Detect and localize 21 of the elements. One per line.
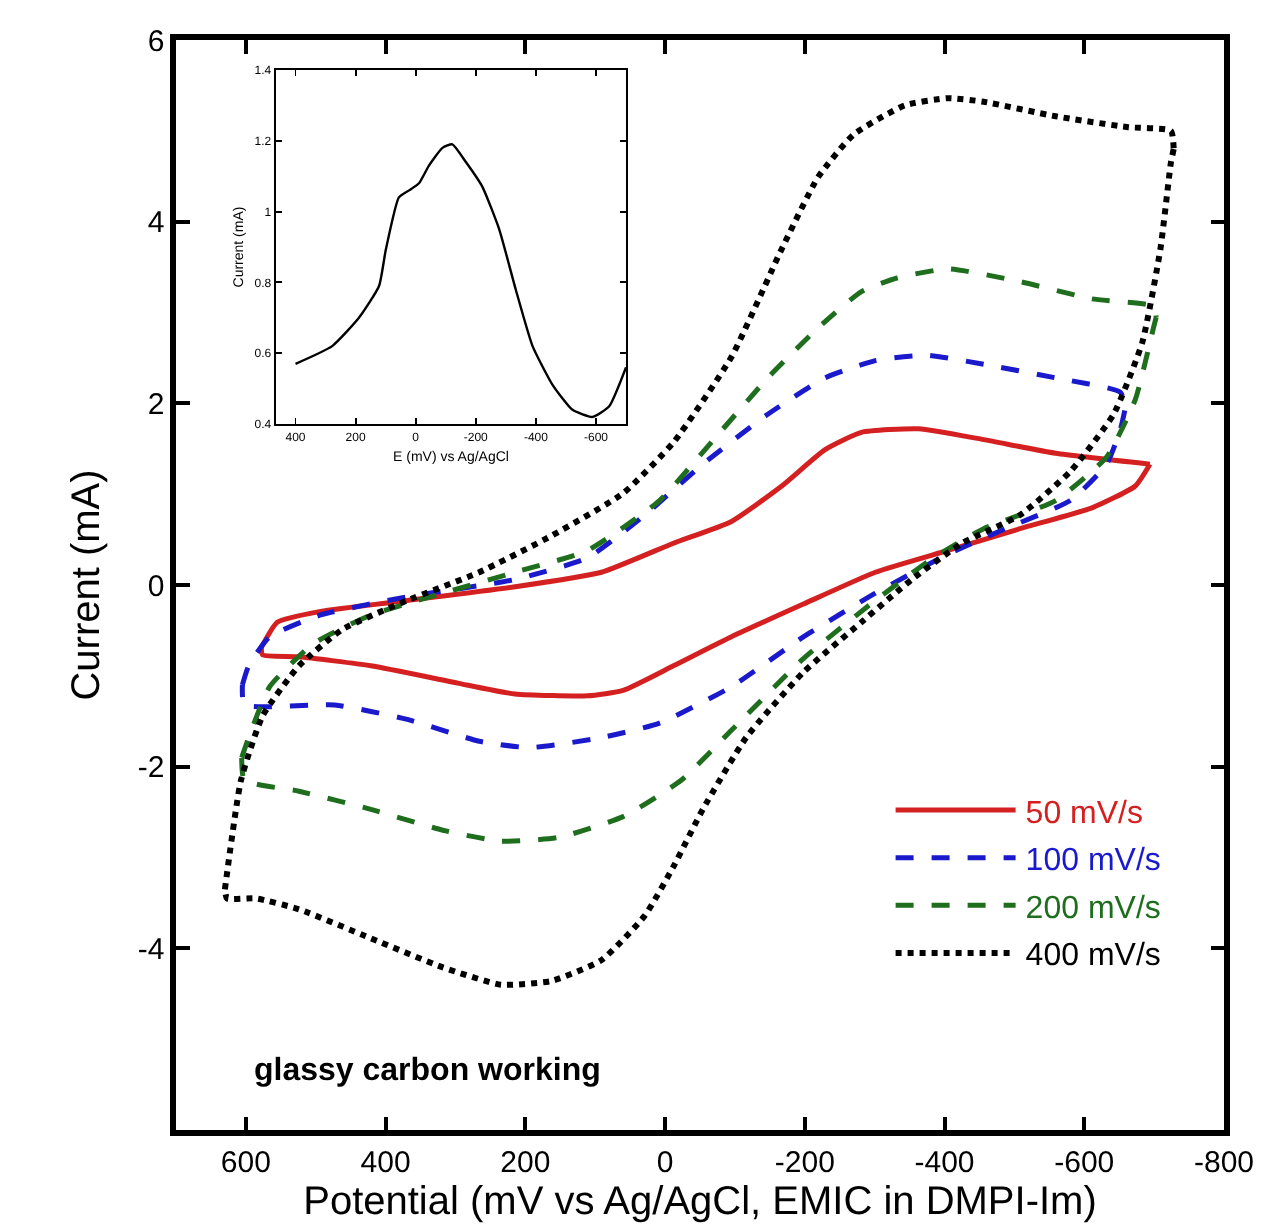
y-tick-label: -4 <box>137 932 165 967</box>
legend-label: 50 mV/s <box>1025 796 1143 831</box>
y-tick-label: 6 <box>147 24 165 59</box>
x-tick-label: -400 <box>914 1145 975 1180</box>
x-tick-label: 200 <box>500 1145 551 1180</box>
x-tick-label: -200 <box>774 1145 835 1180</box>
legend-label: 400 mV/s <box>1025 939 1161 974</box>
y-axis-title: Current (mA) <box>64 469 109 701</box>
legend-label: 100 mV/s <box>1025 844 1161 879</box>
y-tick-label: 0 <box>147 569 165 604</box>
annotation: glassy carbon working <box>254 1054 601 1088</box>
x-tick-label: 600 <box>220 1145 271 1180</box>
x-tick-label: 0 <box>656 1145 674 1180</box>
y-tick-label: 4 <box>147 206 165 241</box>
x-tick-label: 400 <box>360 1145 411 1180</box>
y-tick-label: -2 <box>137 751 165 786</box>
x-axis-title: Potential (mV vs Ag/AgCl, EMIC in DMPI-Im) <box>303 1180 1097 1224</box>
x-tick-label: -800 <box>1193 1145 1255 1180</box>
x-tick-label: -600 <box>1054 1145 1115 1180</box>
legend-label: 200 mV/s <box>1025 891 1161 926</box>
y-tick-label: 2 <box>147 387 165 422</box>
